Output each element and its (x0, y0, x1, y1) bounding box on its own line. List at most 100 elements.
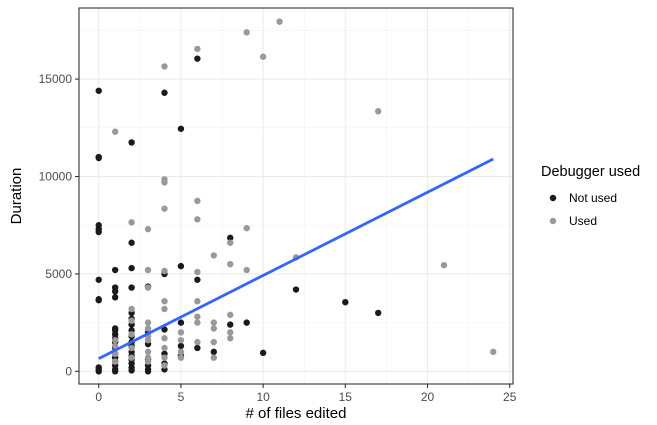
data-point-used (276, 18, 283, 25)
data-point-used (161, 179, 168, 186)
data-point-used (210, 325, 218, 332)
data-point-not-used (177, 342, 185, 350)
data-point-not-used (128, 264, 135, 272)
data-point-used (111, 358, 119, 365)
data-point-used (210, 338, 218, 346)
data-point-not-used (177, 125, 185, 132)
x-axis-title: # of files edited (246, 405, 347, 422)
data-point-used (144, 325, 152, 332)
data-point-not-used (111, 266, 119, 274)
x-axis: 0 5 10 15 20 25 (95, 384, 517, 404)
data-point-used (194, 216, 201, 223)
data-point-used (144, 225, 152, 233)
y-tick-label: 10000 (39, 170, 73, 184)
data-point-used (161, 205, 168, 212)
data-point-used (177, 354, 185, 361)
data-point-used (177, 336, 185, 344)
y-tick-label: 5000 (45, 267, 72, 281)
data-point-not-used (144, 368, 152, 375)
data-point-used (128, 317, 135, 324)
x-tick-label: 10 (256, 390, 270, 404)
data-point-used (194, 319, 201, 326)
data-point-not-used (374, 309, 382, 317)
data-point-not-used (128, 139, 135, 146)
legend-key-not-used (549, 194, 557, 202)
major-gridlines (79, 8, 513, 384)
data-point-used (161, 362, 168, 369)
y-axis: 0 5000 10000 15000 (39, 72, 79, 378)
data-point-used (128, 219, 135, 226)
data-point-used (227, 311, 234, 319)
data-point-not-used (95, 276, 102, 283)
data-point-used (227, 335, 234, 342)
data-point-not-used (243, 319, 250, 326)
legend-key-used (549, 217, 557, 225)
data-point-not-used (210, 348, 218, 356)
data-point-used (128, 305, 135, 313)
data-point-used (194, 298, 201, 305)
data-point-not-used (95, 368, 102, 375)
data-point-used (144, 284, 152, 291)
data-point-used (111, 128, 119, 135)
data-point-used (210, 319, 218, 326)
data-point-used (194, 268, 201, 276)
data-point-used (128, 354, 135, 361)
data-point-not-used (95, 87, 102, 94)
legend-title: Debugger used (541, 164, 640, 180)
data-point-used (194, 313, 201, 320)
data-point-not-used (194, 276, 201, 283)
data-point-used (259, 53, 267, 60)
data-point-not-used (128, 284, 135, 291)
data-point-used (177, 348, 185, 356)
data-point-not-used (128, 239, 135, 246)
data-point-used (194, 338, 201, 346)
x-tick-label: 25 (503, 390, 517, 404)
data-point-used (227, 329, 234, 336)
data-point-used (161, 298, 168, 305)
data-point-not-used (227, 234, 234, 242)
legend: Debugger used Not used Used (541, 164, 640, 228)
panel-background (79, 8, 513, 384)
data-point-used (161, 344, 168, 352)
legend-items: Not used Used (549, 191, 617, 228)
data-point-used (194, 197, 201, 205)
data-point-used (210, 252, 218, 259)
data-point-used (144, 266, 152, 274)
data-point-used (490, 348, 497, 356)
data-point-not-used (111, 288, 119, 295)
data-point-used (227, 260, 234, 268)
data-point-not-used (227, 321, 234, 328)
data-point-not-used (177, 262, 185, 270)
data-point-used (227, 239, 234, 246)
data-point-used (161, 335, 168, 342)
data-point-used (210, 354, 218, 361)
y-axis-title: Duration (8, 168, 25, 225)
data-point-not-used (161, 326, 168, 333)
data-point-not-used (111, 368, 119, 375)
data-points (95, 18, 497, 375)
data-point-used (144, 348, 152, 356)
data-point-not-used (194, 55, 201, 62)
data-point-used (111, 336, 119, 344)
data-point-used (128, 331, 135, 338)
legend-label-used: Used (569, 214, 597, 228)
data-point-used (144, 336, 152, 344)
data-point-not-used (342, 298, 349, 306)
data-point-not-used (194, 344, 201, 352)
data-point-not-used (95, 297, 102, 304)
y-tick-label: 15000 (39, 72, 73, 86)
data-point-used (243, 266, 250, 274)
data-point-not-used (177, 319, 185, 326)
minor-gridlines (79, 8, 513, 384)
data-point-used (243, 29, 250, 36)
data-point-not-used (292, 286, 300, 293)
data-point-used (144, 319, 152, 326)
data-point-used (161, 305, 168, 313)
data-point-used (161, 267, 168, 275)
data-point-not-used (161, 89, 168, 96)
data-point-not-used (95, 228, 102, 236)
data-point-used (177, 329, 185, 336)
data-point-used (161, 63, 168, 70)
trend-line-layer (98, 157, 494, 360)
